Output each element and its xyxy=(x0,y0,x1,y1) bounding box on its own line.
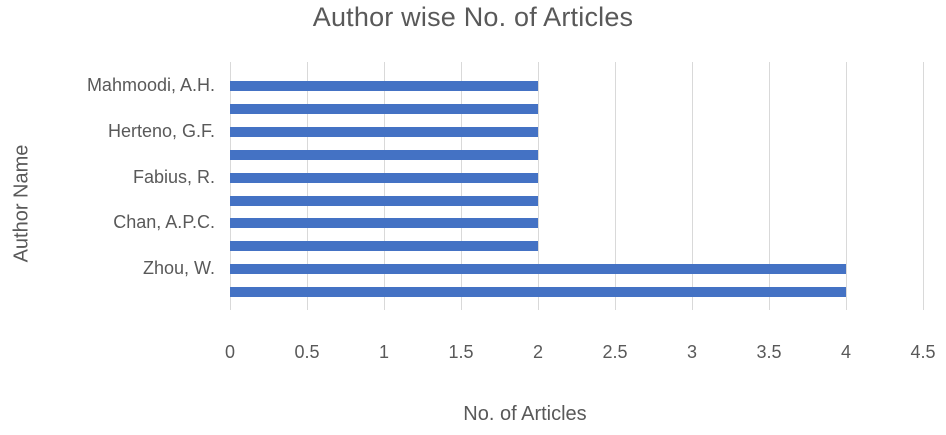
x-tick-label: 0.5 xyxy=(294,342,320,362)
bar xyxy=(230,149,538,160)
gridline xyxy=(461,62,462,310)
gridline xyxy=(230,62,231,310)
x-tick-label: 2.5 xyxy=(602,342,628,362)
bar xyxy=(230,241,538,252)
category-label: Zhou, W. xyxy=(142,258,215,279)
gridline xyxy=(769,62,770,310)
category-label: Chan, A.P.C. xyxy=(113,212,215,233)
gridline xyxy=(307,62,308,310)
x-tick-label: 3 xyxy=(686,342,697,362)
gridline xyxy=(923,62,924,310)
category-label: Herteno, G.F. xyxy=(107,120,215,141)
bar xyxy=(230,195,538,206)
gridline xyxy=(692,62,693,310)
bar xyxy=(230,103,538,114)
x-tick-label: 1.5 xyxy=(448,342,474,362)
x-tick-label: 2 xyxy=(532,342,543,362)
bar xyxy=(230,218,538,229)
bar xyxy=(230,172,538,183)
chart-title: Author wise No. of Articles xyxy=(312,2,634,32)
bar xyxy=(230,264,846,275)
x-tick-label: 4.5 xyxy=(910,342,936,362)
x-tick-label: 1 xyxy=(378,342,389,362)
category-label: Fabius, R. xyxy=(132,166,215,187)
gridline xyxy=(615,62,616,310)
category-label: Mahmoodi, A.H. xyxy=(86,75,215,95)
x-tick-label: 3.5 xyxy=(756,342,782,362)
bar xyxy=(230,81,538,91)
x-tick-label: 4 xyxy=(840,342,851,362)
gridline xyxy=(846,62,847,310)
gridline xyxy=(384,62,385,310)
x-axis-title: No. of Articles xyxy=(463,403,587,425)
x-tick-label: 0 xyxy=(224,342,235,362)
bar xyxy=(230,126,538,137)
gridline xyxy=(538,62,539,310)
bar xyxy=(230,287,846,298)
